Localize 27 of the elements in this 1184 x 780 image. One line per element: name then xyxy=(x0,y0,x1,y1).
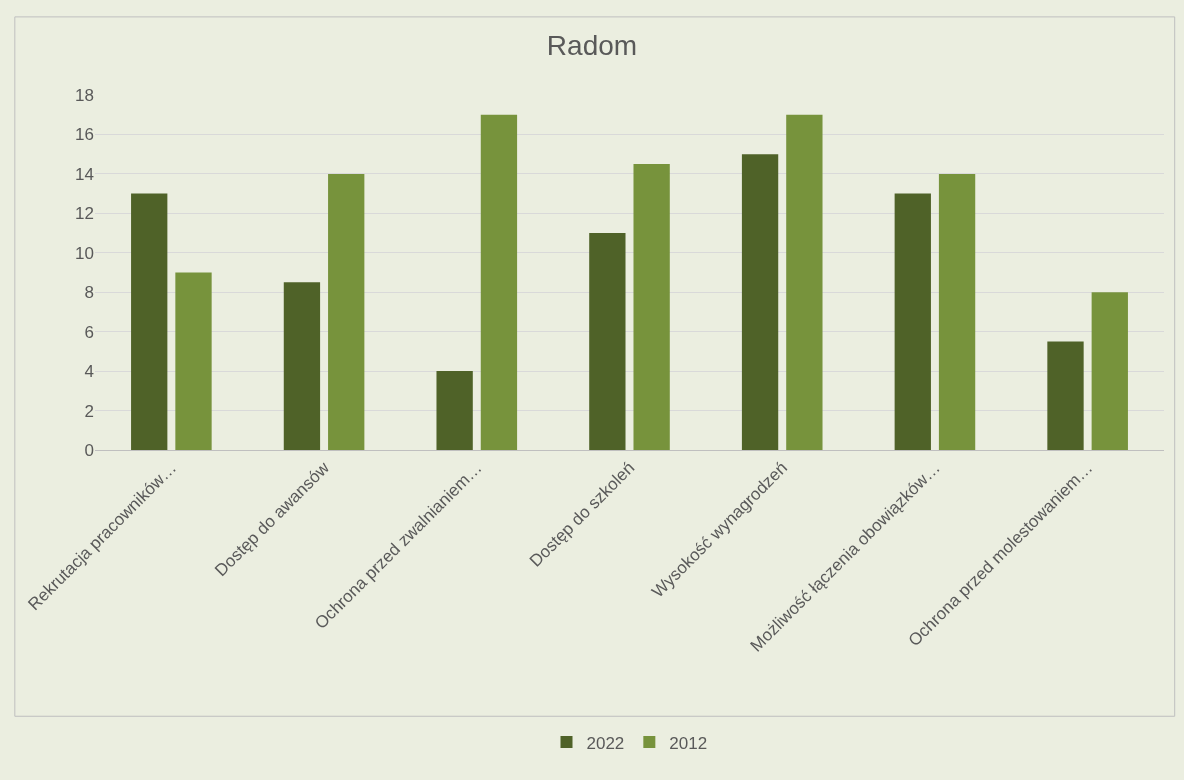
legend-label: 2012 xyxy=(669,733,708,753)
bar xyxy=(480,114,518,450)
bar xyxy=(633,164,670,450)
bar xyxy=(131,193,168,450)
bar xyxy=(1047,341,1084,450)
y-tick-label: 4 xyxy=(84,362,94,382)
bar xyxy=(938,173,976,450)
chart-title: Radom xyxy=(546,29,638,61)
y-tick-label: 0 xyxy=(84,440,94,460)
bar xyxy=(436,371,473,450)
bar xyxy=(741,154,779,450)
legend-label: 2022 xyxy=(586,733,625,753)
bar xyxy=(786,114,823,450)
y-tick-label: 6 xyxy=(84,322,94,342)
bar xyxy=(283,282,321,450)
bar xyxy=(175,272,212,450)
y-tick-label: 12 xyxy=(75,204,94,224)
y-tick-label: 18 xyxy=(75,85,94,105)
bar xyxy=(589,233,626,450)
y-tick-label: 10 xyxy=(75,243,94,263)
y-tick-label: 16 xyxy=(75,125,94,145)
y-tick-label: 14 xyxy=(75,164,94,184)
bar xyxy=(1091,292,1128,450)
bar xyxy=(894,193,931,450)
y-tick-label: 2 xyxy=(84,401,94,421)
bar xyxy=(328,173,365,450)
y-tick-label: 8 xyxy=(84,283,94,303)
